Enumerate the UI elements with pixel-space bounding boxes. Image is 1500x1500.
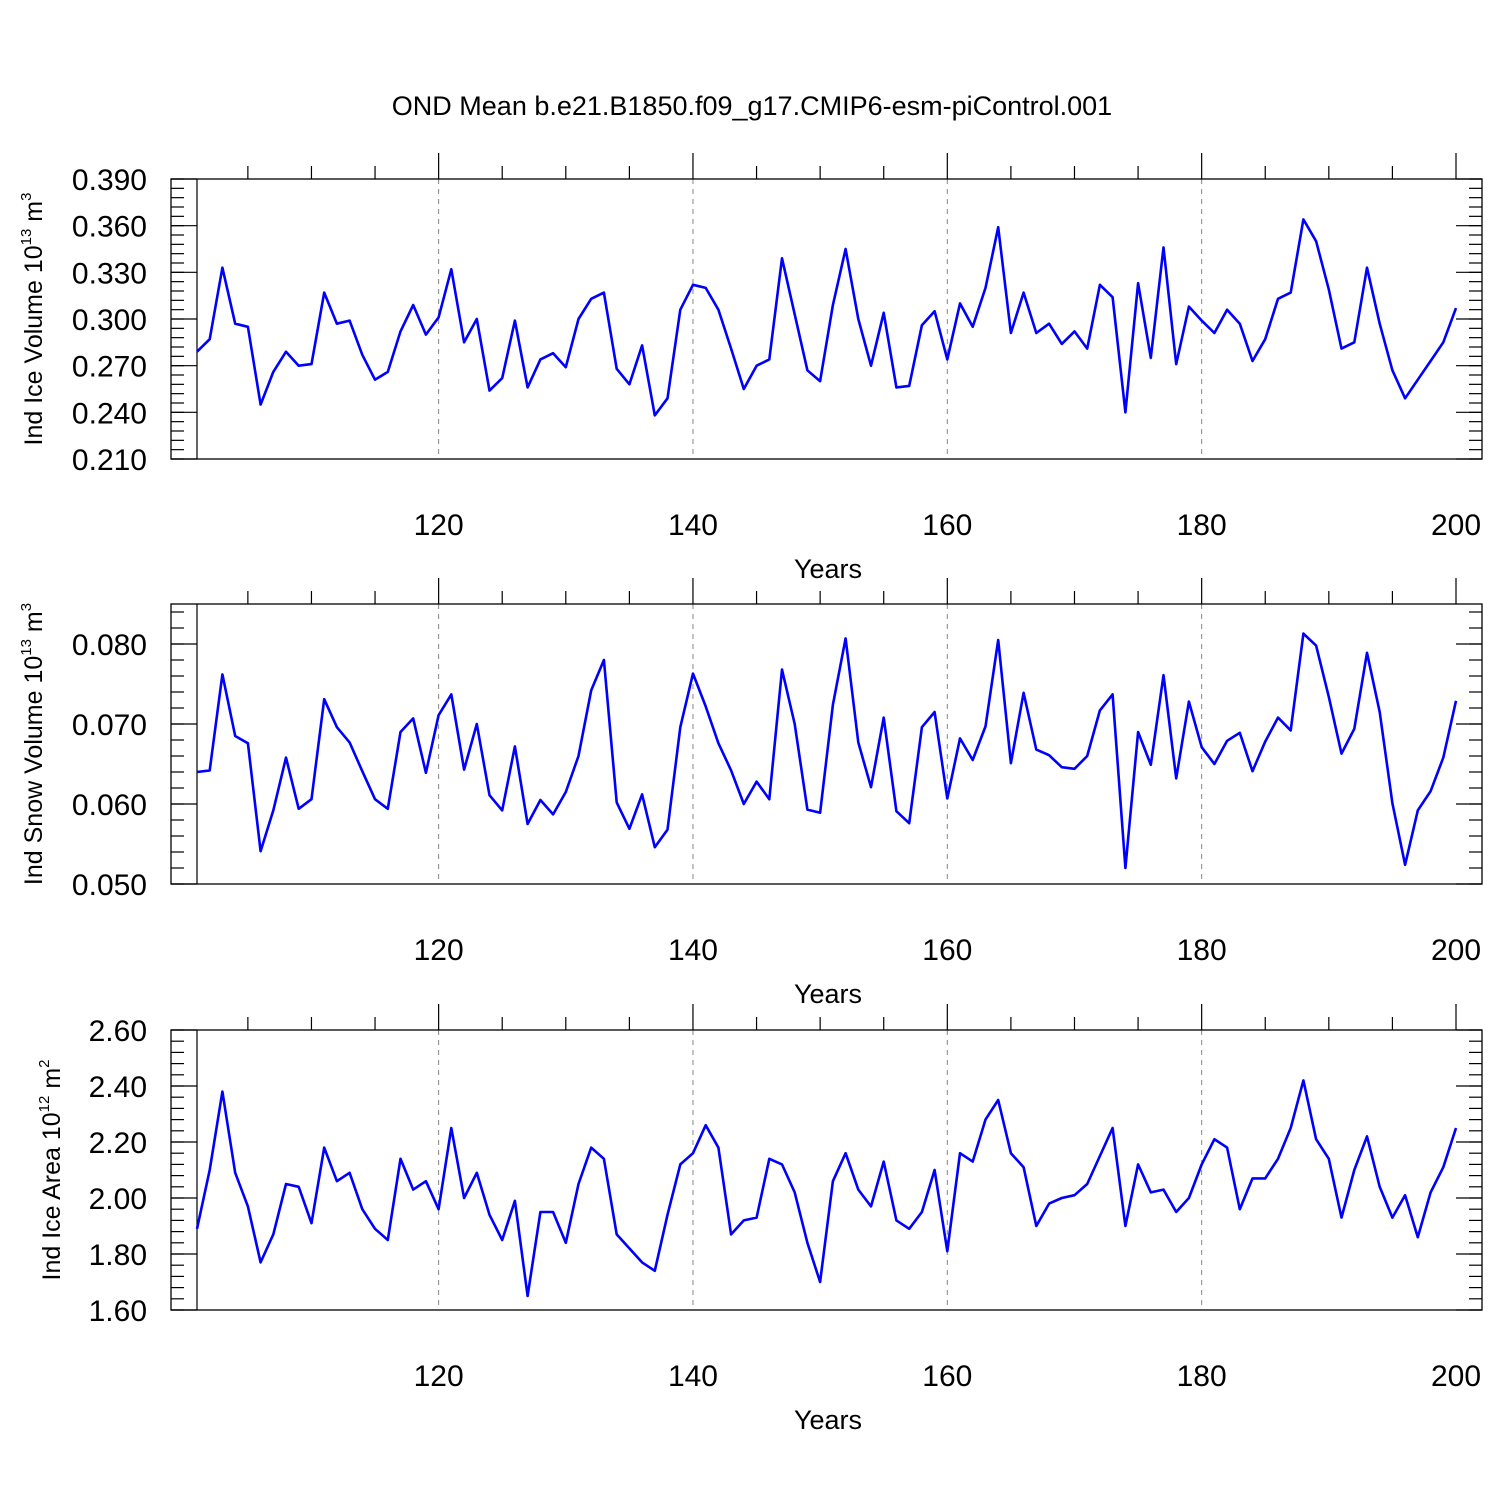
x-tick-label: 120 [414,1360,464,1393]
y-axis-label-exponent: 12 [36,1096,53,1113]
y-tick-label: 2.00 [89,1183,147,1216]
y-tick-label: 0.070 [72,709,147,742]
y-axis-label: Ind Snow Volume 1013 m3 [18,603,48,885]
y-tick-label: 1.80 [89,1239,147,1272]
y-tick-label: 0.270 [72,351,147,384]
y-axis-label-unit: m [20,611,48,639]
x-tick-label: 180 [1177,934,1227,967]
y-axis-label-exponent: 13 [18,639,35,656]
plot-frame [170,178,1483,460]
y-tick-label: 0.240 [72,397,147,430]
y-tick-label: 0.060 [72,789,147,822]
x-tick-label: 160 [922,934,972,967]
y-axis-label-unit: m [38,1068,66,1096]
plot-frame [170,1029,1483,1311]
y-axis-label-text: Ind Snow Volume 10 [20,656,48,885]
y-axis-label: Ind Ice Volume 1013 m3 [18,193,48,446]
ice-area-panel: 1.60 1.80 2.00 2.20 2.40 2.60 120 140 160 180 200 Y… [36,1004,1483,1435]
figure-title: OND Mean b.e21.B1850.f09_g17.CMIP6-esm-p… [392,91,1112,121]
x-tick-label: 140 [668,1360,718,1393]
y-tick-label: 1.60 [89,1295,147,1328]
y-axis-label-unit: m [20,201,48,229]
ice-volume-panel: 0.210 0.240 0.270 0.300 0.330 0.360 0.390 120 14… [18,153,1483,584]
y-tick-label: 0.360 [72,211,147,244]
x-tick-label: 180 [1177,1360,1227,1393]
series-line [196,632,1458,870]
y-tick-label: 2.20 [89,1127,147,1160]
snow-volume-panel: 0.050 0.060 0.070 0.080 120 140 160 180 200 Years… [18,578,1483,1009]
x-tick-label: 200 [1431,1360,1481,1393]
plot-frame [170,603,1483,885]
x-tick-label: 140 [668,934,718,967]
x-tick-label: 200 [1431,509,1481,542]
x-tick-label: 160 [922,1360,972,1393]
x-axis-label: Years [794,979,862,1009]
y-tick-label: 0.050 [72,869,147,902]
x-axis-label: Years [794,554,862,584]
x-tick-label: 200 [1431,934,1481,967]
x-tick-label: 120 [414,509,464,542]
y-tick-label: 0.330 [72,257,147,290]
x-tick-label: 160 [922,509,972,542]
y-axis-label: Ind Ice Area 1012 m2 [36,1060,66,1281]
y-axis-label-unit-exponent: 3 [18,193,35,201]
y-axis-label-unit-exponent: 2 [36,1060,53,1068]
y-tick-label: 0.300 [72,304,147,337]
y-tick-label: 0.390 [72,164,147,197]
x-tick-label: 120 [414,934,464,967]
y-axis-label-text: Ind Ice Area 10 [38,1112,66,1280]
y-axis-label-exponent: 13 [18,229,35,246]
x-tick-label: 180 [1177,509,1227,542]
y-tick-label: 0.210 [72,444,147,477]
y-axis-label-unit-exponent: 3 [18,603,35,611]
y-axis-label-text: Ind Ice Volume 10 [20,245,48,445]
x-tick-label: 140 [668,509,718,542]
y-tick-label: 2.40 [89,1071,147,1104]
x-axis-label: Years [794,1405,862,1435]
series-line [196,218,1458,417]
y-tick-label: 0.080 [72,629,147,662]
y-tick-label: 2.60 [89,1015,147,1048]
series-line [195,1079,1458,1298]
